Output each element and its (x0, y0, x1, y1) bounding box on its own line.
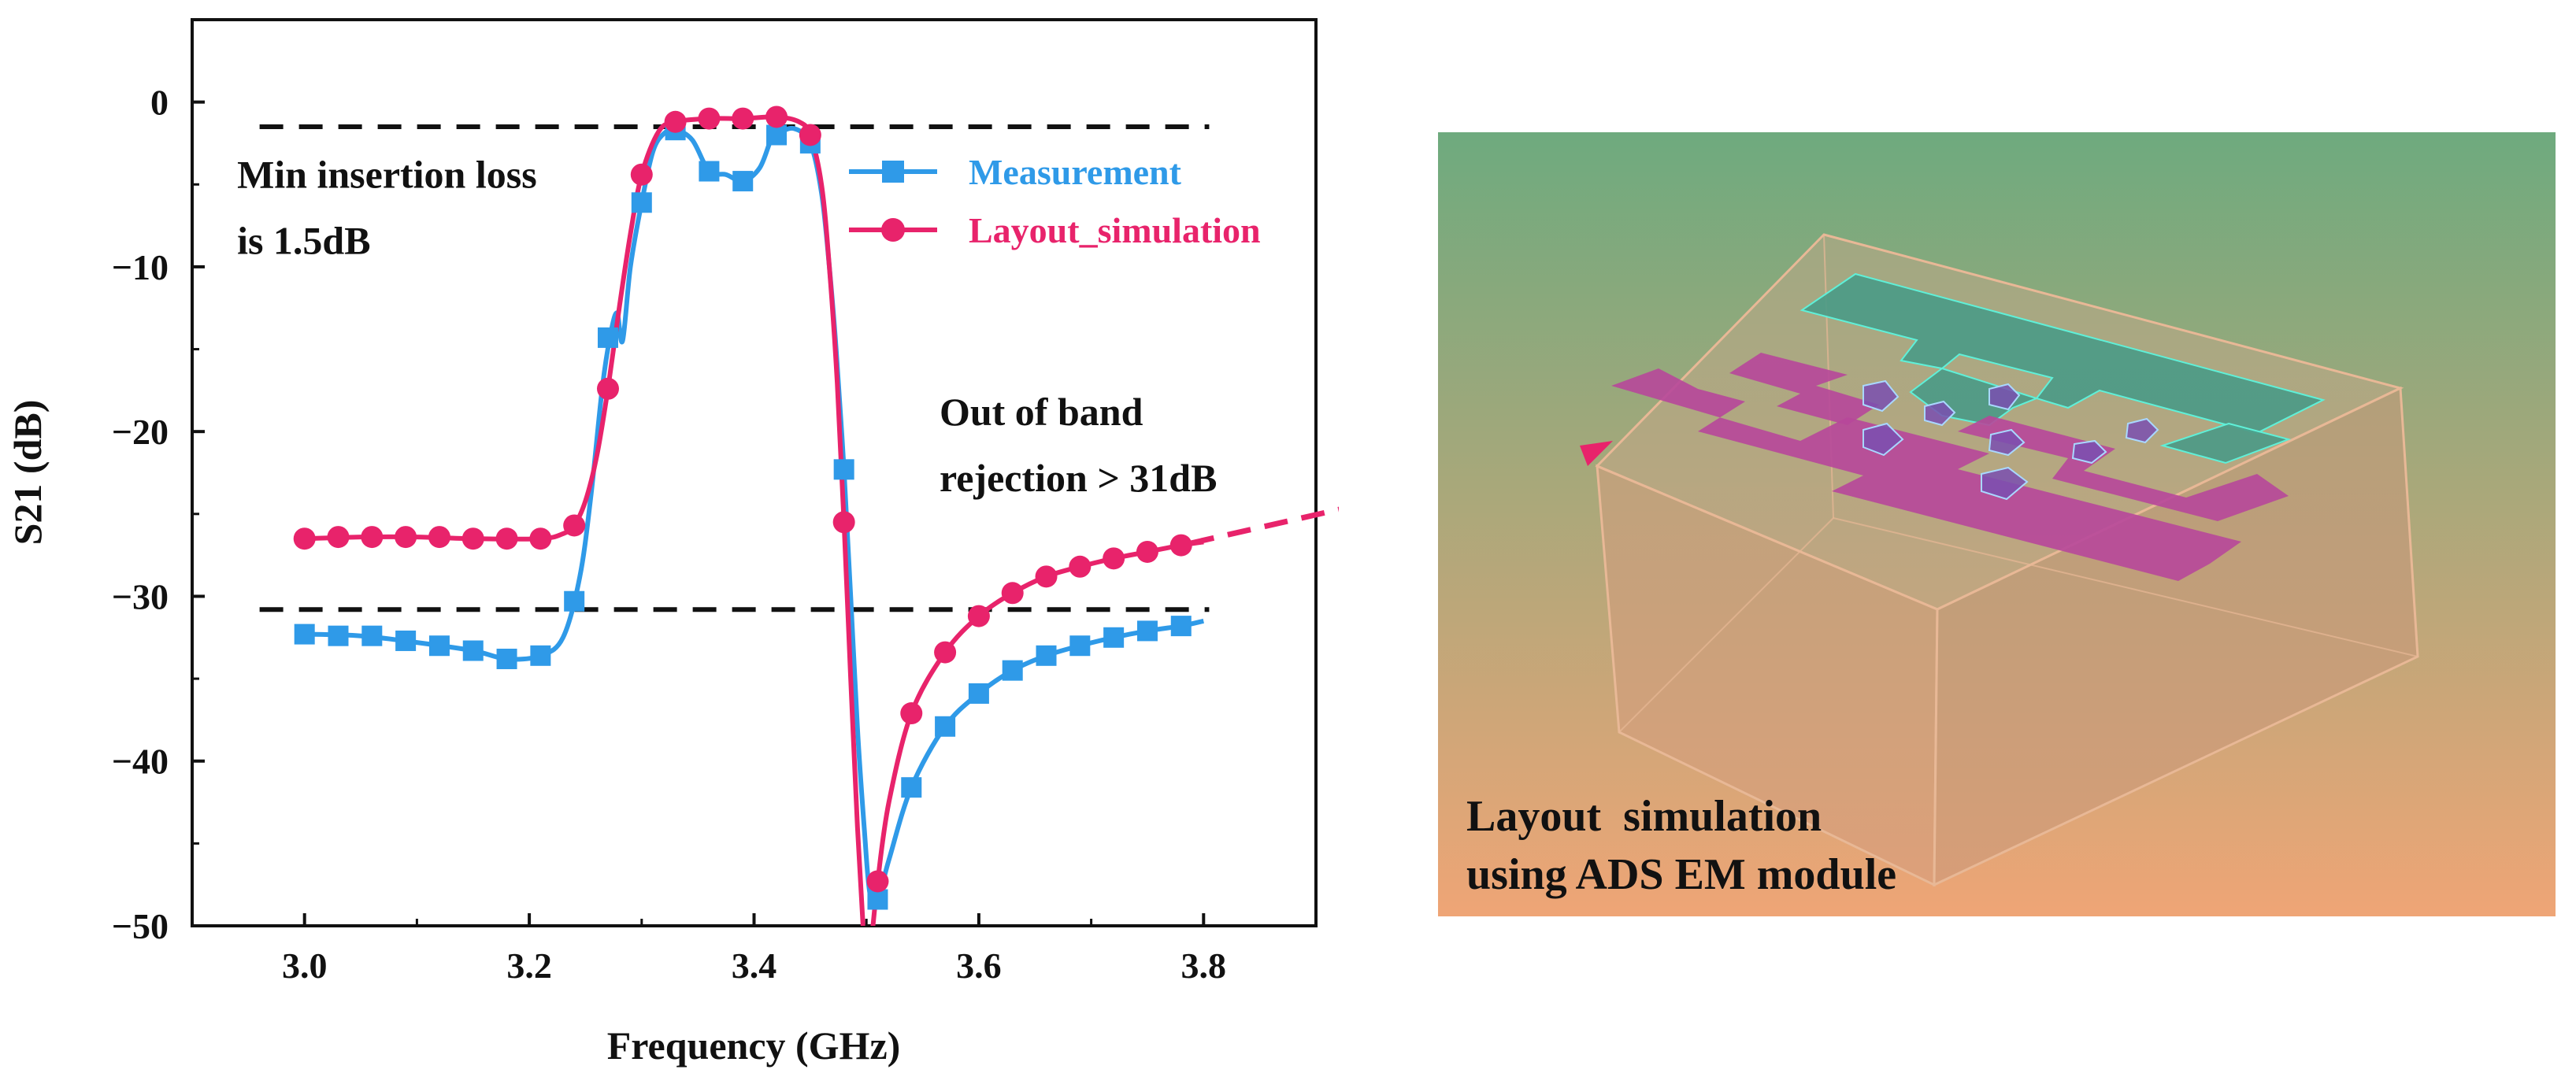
via-7 (1981, 466, 2029, 501)
legend-label-layout-simulation: Layout_simulation (969, 210, 1261, 250)
marker-measurement-3 (395, 630, 417, 651)
marker-measurement-4 (428, 635, 450, 657)
marker-measurement-22 (1036, 645, 1057, 666)
y-tick-label-0: 0 (150, 83, 169, 123)
marker-layout-simulation-15 (799, 124, 821, 146)
teal-trace-right-stub (2159, 422, 2292, 464)
via-4 (1863, 422, 1904, 457)
marker-measurement-7 (530, 645, 551, 666)
substrate-hidden-edge-3 (1618, 517, 1834, 733)
marker-layout-simulation-4 (428, 526, 450, 549)
magenta-trace-left (1729, 353, 1879, 425)
via-1 (1863, 379, 1900, 413)
via-2 (1924, 400, 1956, 427)
y-tick-label-2: −20 (112, 412, 169, 452)
marker-measurement-26 (1170, 616, 1192, 637)
marker-layout-simulation-0 (293, 527, 316, 550)
marker-layout-simulation-7 (529, 527, 552, 550)
marker-layout-simulation-10 (630, 163, 653, 186)
annotation-1-line-2: is 1.5dB (237, 218, 371, 262)
layout-caption-line-1: Layout simulation (1466, 792, 1822, 841)
marker-measurement-16 (833, 459, 854, 480)
marker-measurement-10 (631, 192, 652, 213)
x-tick-label-4: 3.8 (1181, 946, 1227, 986)
marker-measurement-25 (1136, 620, 1158, 642)
annotation-1-line-1: Min insertion loss (237, 152, 537, 196)
marker-measurement-12 (699, 161, 720, 182)
legend: Measurement Layout_simulation (849, 152, 1261, 250)
x-tick-label-0: 3.0 (282, 946, 328, 986)
marker-layout-simulation-21 (1001, 582, 1024, 605)
marker-layout-simulation-9 (596, 377, 619, 400)
marker-layout-simulation-25 (1136, 540, 1158, 563)
s21-chart: 3.0 3.2 3.4 3.6 3.8 0 −10 −20 −30 −40 −50 Frequenc… (6, 18, 1339, 1068)
marker-layout-simulation-22 (1035, 565, 1058, 588)
annotation-2-line-1: Out of band (940, 390, 1143, 434)
marker-measurement-2 (361, 625, 383, 646)
layout-caption: Layout simulation using ADS EM module (1466, 787, 1896, 904)
ads-em-layout-image (1438, 132, 2556, 916)
marker-layout-simulation-12 (698, 107, 721, 130)
legend-label-measurement: Measurement (969, 152, 1182, 192)
y-tick-label-5: −50 (112, 906, 169, 946)
marker-layout-simulation-23 (1069, 555, 1092, 578)
marker-layout-simulation-13 (732, 107, 754, 130)
marker-measurement-8 (564, 590, 585, 612)
marker-measurement-24 (1103, 627, 1125, 648)
annotation-2-line-2: rejection > 31dB (940, 456, 1218, 500)
marker-layout-simulation-5 (461, 527, 484, 550)
marker-measurement-6 (496, 648, 517, 669)
marker-measurement-0 (294, 624, 315, 645)
marker-measurement-17 (867, 889, 888, 910)
y-tick-label-3: −30 (112, 576, 169, 616)
marker-layout-simulation-20 (967, 605, 990, 627)
marker-measurement-21 (1002, 660, 1023, 681)
y-tick-label-1: −10 (112, 247, 169, 287)
marker-measurement-9 (597, 327, 618, 348)
x-tick-label-1: 3.2 (506, 946, 552, 986)
marker-layout-simulation-3 (395, 526, 417, 549)
marker-measurement-1 (328, 625, 349, 646)
marker-layout-simulation-24 (1103, 547, 1125, 570)
legend-marker-layout-simulation (881, 218, 905, 242)
x-axis-title: Frequency (GHz) (607, 1023, 901, 1068)
marker-layout-simulation-11 (664, 110, 687, 133)
marker-layout-simulation-8 (563, 514, 586, 537)
x-tick-label-3: 3.6 (956, 946, 1002, 986)
series-line-layout-simulation (304, 114, 1204, 926)
marker-layout-simulation-16 (832, 511, 855, 534)
x-tick-label-2: 3.4 (732, 946, 777, 986)
pointer-arrow-head (1580, 441, 1613, 466)
marker-measurement-20 (968, 683, 989, 704)
marker-layout-simulation-19 (934, 641, 957, 664)
marker-layout-simulation-18 (900, 702, 923, 725)
marker-layout-simulation-17 (866, 870, 889, 893)
marker-measurement-19 (935, 716, 956, 737)
marker-measurement-5 (462, 640, 484, 661)
marker-layout-simulation-2 (361, 526, 384, 549)
via-3 (1989, 383, 2021, 411)
marker-measurement-13 (732, 171, 754, 192)
via-6 (2071, 439, 2107, 464)
substrate-hidden-edge-2 (1833, 517, 2418, 657)
marker-measurement-23 (1069, 635, 1091, 657)
layout-caption-line-2: using ADS EM module (1466, 850, 1897, 899)
y-tick-label-4: −40 (112, 742, 169, 782)
magenta-trace-bottom (1611, 368, 2241, 581)
marker-measurement-14 (766, 124, 788, 146)
marker-layout-simulation-1 (327, 526, 350, 549)
via-8 (2125, 417, 2159, 444)
y-axis-title: S21 (dB) (6, 400, 50, 546)
marker-layout-simulation-6 (495, 527, 518, 550)
via-5 (1988, 428, 2026, 457)
marker-measurement-18 (901, 777, 922, 798)
legend-marker-measurement (882, 161, 904, 183)
marker-layout-simulation-14 (765, 105, 788, 128)
marker-layout-simulation-26 (1169, 534, 1192, 557)
magenta-trace-mid (1958, 416, 2289, 521)
